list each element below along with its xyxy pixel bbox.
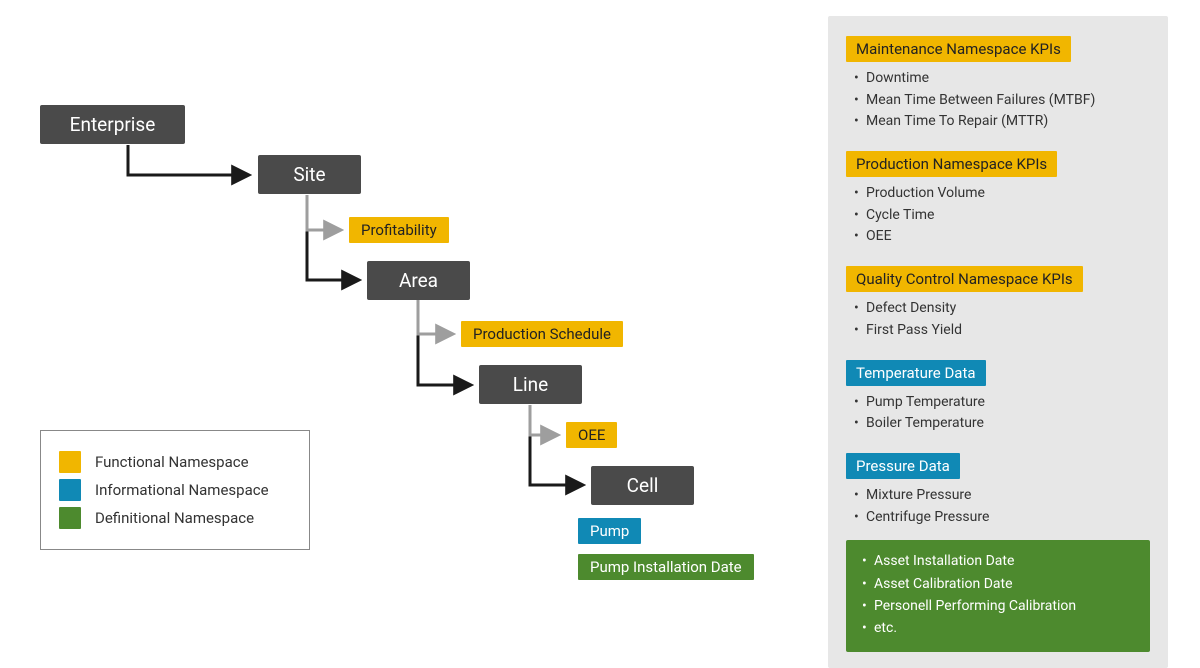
definitional-item: etc. <box>860 617 1136 639</box>
definitional-item: Personell Performing Calibration <box>860 595 1136 617</box>
panel-list-item: Production Volume <box>852 183 1150 205</box>
legend-item: Functional Namespace <box>59 451 291 473</box>
panel-list: Production VolumeCycle TimeOEE <box>852 183 1150 248</box>
panel-header: Production Namespace KPIs <box>846 151 1057 177</box>
panel-list-item: Defect Density <box>852 298 1150 320</box>
legend-item: Definitional Namespace <box>59 507 291 529</box>
panel-list: Pump TemperatureBoiler Temperature <box>852 392 1150 435</box>
node-enterprise: Enterprise <box>40 105 185 144</box>
node-line: Line <box>479 365 582 404</box>
legend-label: Definitional Namespace <box>95 509 254 527</box>
panel-list-item: Centrifuge Pressure <box>852 507 1150 529</box>
node-site: Site <box>258 155 361 194</box>
panel-list-item: Mean Time Between Failures (MTBF) <box>852 90 1150 112</box>
legend-label: Functional Namespace <box>95 453 249 471</box>
panel-header: Pressure Data <box>846 453 960 479</box>
legend-swatch <box>59 479 81 501</box>
definitional-block: Asset Installation DateAsset Calibration… <box>846 540 1150 652</box>
tag-pump-install-date: Pump Installation Date <box>578 554 754 580</box>
panel-list-item: Pump Temperature <box>852 392 1150 414</box>
panel-header: Temperature Data <box>846 360 986 386</box>
panel-list: Defect DensityFirst Pass Yield <box>852 298 1150 341</box>
definitional-item: Asset Calibration Date <box>860 573 1136 595</box>
legend-box: Functional Namespace Informational Namesp… <box>40 430 310 550</box>
kpi-side-panel: Maintenance Namespace KPIsDowntimeMean T… <box>828 16 1168 668</box>
diagram-area: Enterprise Site Area Line Cell Profitability… <box>0 0 830 665</box>
legend-label: Informational Namespace <box>95 481 269 499</box>
panel-list-item: Cycle Time <box>852 205 1150 227</box>
node-area: Area <box>367 261 470 300</box>
panel-list-item: Mixture Pressure <box>852 485 1150 507</box>
panel-list-item: Mean Time To Repair (MTTR) <box>852 111 1150 133</box>
panel-list-item: Downtime <box>852 68 1150 90</box>
panel-list-item: First Pass Yield <box>852 320 1150 342</box>
node-cell: Cell <box>591 466 694 505</box>
panel-list-item: OEE <box>852 226 1150 248</box>
tag-profitability: Profitability <box>349 217 449 243</box>
legend-swatch <box>59 451 81 473</box>
tag-oee: OEE <box>566 422 617 448</box>
panel-list: DowntimeMean Time Between Failures (MTBF… <box>852 68 1150 133</box>
legend-swatch <box>59 507 81 529</box>
panel-list: Mixture PressureCentrifuge Pressure <box>852 485 1150 528</box>
panel-list-item: Boiler Temperature <box>852 413 1150 435</box>
definitional-item: Asset Installation Date <box>860 550 1136 572</box>
panel-header: Maintenance Namespace KPIs <box>846 36 1071 62</box>
panel-header: Quality Control Namespace KPIs <box>846 266 1083 292</box>
tag-production-schedule: Production Schedule <box>461 321 623 347</box>
tag-pump: Pump <box>578 518 641 544</box>
legend-item: Informational Namespace <box>59 479 291 501</box>
